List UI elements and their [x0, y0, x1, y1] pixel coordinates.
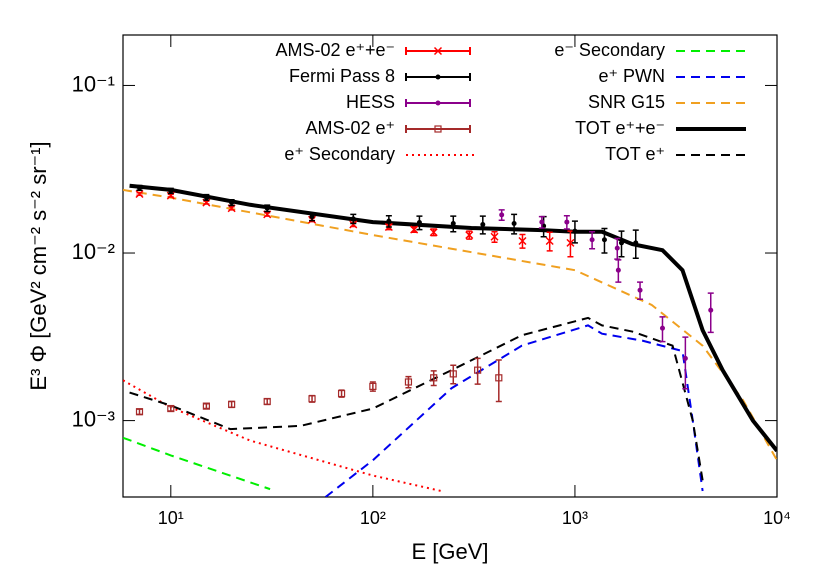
- legend-label: Fermi Pass 8: [289, 66, 395, 86]
- legend-label: e⁻ Secondary: [554, 40, 665, 60]
- point: [619, 240, 625, 246]
- legend-label: TOT e⁺: [605, 144, 665, 164]
- point: [614, 245, 620, 251]
- point: [430, 374, 438, 382]
- point: [637, 287, 643, 293]
- point: [404, 378, 413, 386]
- point: [137, 185, 143, 191]
- point: [480, 221, 486, 227]
- point: [511, 221, 517, 227]
- plot-points: [135, 184, 714, 416]
- point: [572, 228, 578, 234]
- point: [168, 188, 174, 194]
- point: [309, 214, 315, 220]
- legend-label: AMS-02 e⁺+e⁻: [275, 40, 395, 60]
- legend-marker: [435, 100, 441, 106]
- error-bar: [203, 403, 210, 410]
- point: [633, 240, 639, 246]
- series-line: [324, 324, 704, 497]
- point: [410, 225, 419, 234]
- error-bar: [707, 292, 714, 334]
- legend-marker: [435, 74, 441, 80]
- legend-swatch: [405, 125, 471, 133]
- legend-marker: [433, 46, 443, 56]
- error-bar: [167, 405, 174, 412]
- point: [474, 366, 482, 374]
- point: [386, 218, 392, 224]
- y-tick-label: 10⁻²: [72, 239, 115, 264]
- series-line: [129, 183, 777, 453]
- error-bar: [264, 398, 271, 406]
- error-bar: [136, 408, 143, 416]
- point: [659, 325, 665, 331]
- point: [229, 200, 235, 206]
- series-line: [129, 316, 704, 481]
- point: [564, 219, 570, 225]
- error-bar: [474, 357, 481, 385]
- point: [349, 220, 358, 229]
- point: [429, 228, 438, 237]
- point: [308, 395, 316, 403]
- legend-label: TOT e⁺+e⁻: [575, 118, 665, 138]
- point: [167, 404, 175, 413]
- point: [545, 236, 554, 246]
- point: [465, 231, 474, 240]
- series-line: [123, 188, 777, 461]
- point: [350, 216, 356, 222]
- x-tick-label: 10¹: [158, 508, 184, 528]
- legend-label: SNR G15: [588, 92, 665, 112]
- point: [228, 400, 236, 408]
- point: [499, 212, 505, 218]
- plot-frame: [122, 34, 778, 498]
- point: [263, 397, 271, 406]
- point: [495, 374, 503, 382]
- point: [203, 194, 209, 200]
- x-tick-label: 10⁴: [763, 508, 791, 528]
- point: [369, 382, 377, 390]
- x-tick-label: 10²: [360, 508, 386, 528]
- point: [539, 219, 545, 225]
- point: [202, 402, 210, 410]
- point: [264, 205, 270, 211]
- point: [490, 232, 499, 241]
- y-tick-label: 10⁻³: [72, 406, 115, 431]
- error-bar: [682, 336, 689, 390]
- y-tick-label: 10⁻¹: [72, 71, 115, 96]
- legend-label: AMS-02 e⁺: [305, 118, 395, 138]
- point: [615, 267, 621, 273]
- point: [450, 221, 456, 227]
- error-bar: [567, 230, 574, 258]
- error-bar: [450, 364, 457, 385]
- plot-lines: [123, 183, 777, 497]
- point: [416, 220, 422, 226]
- point: [601, 237, 607, 243]
- point: [566, 238, 575, 247]
- point: [682, 355, 688, 361]
- legend-label: e⁺ PWN: [598, 66, 665, 86]
- y-axis-label: E³ Φ [GeV² cm⁻² s⁻² sr⁻¹]: [26, 141, 51, 390]
- point: [589, 237, 595, 243]
- legend-label: e⁺ Secondary: [284, 144, 395, 164]
- legend-label: HESS: [346, 92, 395, 112]
- error-bar: [405, 375, 412, 389]
- point: [518, 236, 527, 246]
- error-bar: [309, 394, 316, 403]
- error-bar: [430, 370, 437, 387]
- x-axis-label: E [GeV]: [411, 539, 488, 564]
- series-line: [123, 436, 271, 491]
- point: [708, 307, 714, 313]
- legend-marker: [434, 125, 442, 133]
- error-bar: [228, 400, 235, 409]
- point: [135, 189, 144, 199]
- point: [135, 408, 144, 416]
- point: [449, 370, 457, 378]
- x-tick-label: 10³: [562, 508, 588, 528]
- series-line: [123, 379, 442, 492]
- point: [337, 389, 346, 398]
- legend: AMS-02 e⁺+e⁻ Fermi Pass 8 HESS AMS-02 e⁺ e⁺ …: [275, 40, 746, 164]
